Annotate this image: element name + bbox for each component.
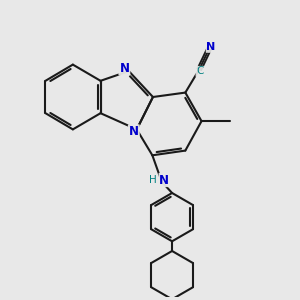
- Text: N: N: [119, 61, 129, 75]
- Text: N: N: [206, 42, 216, 52]
- Text: N: N: [129, 125, 139, 138]
- Text: N: N: [159, 173, 169, 187]
- Text: C: C: [196, 66, 203, 76]
- Text: H: H: [149, 175, 157, 185]
